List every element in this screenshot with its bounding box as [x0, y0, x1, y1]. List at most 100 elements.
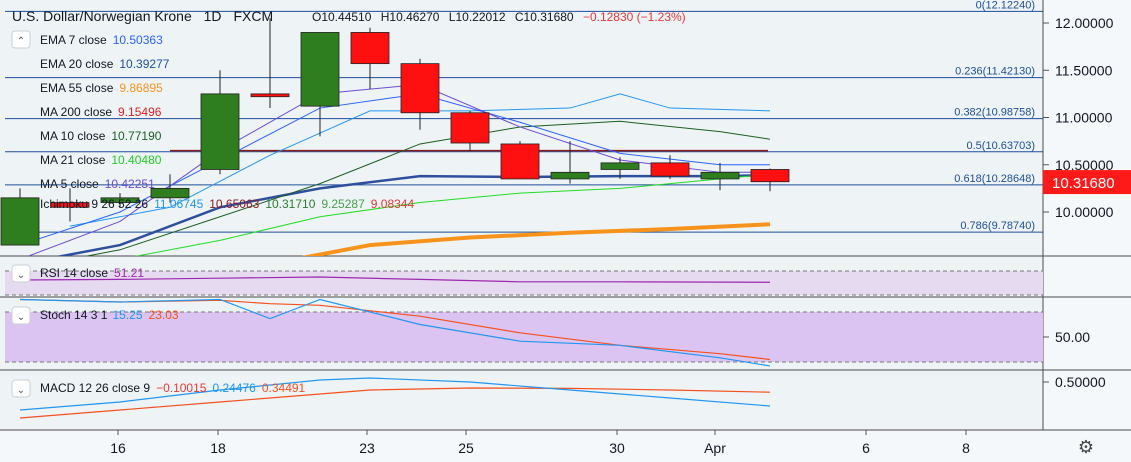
candle-body [750, 169, 790, 183]
candle[interactable] [250, 18, 290, 109]
candle-body [250, 93, 290, 98]
chevron-up-icon: ⌃ [17, 36, 25, 47]
candle-body [700, 171, 740, 180]
candle[interactable] [700, 162, 740, 191]
candle[interactable] [0, 188, 40, 246]
candle-body [600, 162, 640, 170]
legend-name: MACD 12 26 close 9 [40, 381, 150, 395]
legend-value: 15.25 [113, 308, 143, 322]
legend-name: MA 21 close [40, 153, 106, 167]
price-axis-bg [1043, 0, 1131, 462]
chevron-down-icon: ⌄ [17, 270, 25, 281]
candle-body [550, 171, 590, 180]
chevron-down-icon: ⌄ [17, 312, 25, 323]
indicator-line-ma21 [134, 173, 771, 256]
legend-value: 51.21 [114, 266, 144, 280]
candle[interactable] [350, 27, 390, 90]
collapse-legend-button[interactable] [11, 30, 31, 49]
candle-body [300, 32, 340, 107]
candle[interactable] [200, 70, 240, 175]
legend-item[interactable]: MA 5 close 10.42251 [40, 177, 155, 191]
stoch-tick-label: 50.00 [1055, 329, 1090, 345]
legend-value: 10.42251 [105, 177, 155, 191]
candle[interactable] [150, 174, 190, 203]
time-tick-label: 8 [962, 440, 970, 456]
fib-level-label: 0.786(9.78740) [960, 220, 1035, 232]
rsi-band [5, 271, 1043, 295]
candle-body [500, 143, 540, 180]
candle[interactable] [50, 188, 90, 222]
stoch-legend[interactable]: Stoch 14 3 1 15.25 23.03 [40, 308, 179, 322]
legend-item[interactable]: EMA 55 close 9.86895 [40, 81, 163, 95]
time-tick-label: 23 [359, 440, 375, 456]
legend-value: 10.40480 [111, 153, 161, 167]
macd-line [19, 377, 771, 411]
indicator-line-ema55 [301, 222, 771, 256]
legend-value: 9.15496 [118, 105, 162, 119]
price-tick-label: 10.50000 [1055, 157, 1114, 173]
macd-tick-label: 0.50000 [1055, 374, 1106, 390]
time-tick-label: 30 [609, 440, 625, 456]
collapse-rsi-button[interactable] [11, 264, 31, 283]
candle[interactable] [600, 157, 640, 179]
candle[interactable] [650, 155, 690, 179]
fib-level-label: 0.5(10.63703) [967, 140, 1036, 152]
legend-value: 10.65063 [209, 197, 259, 211]
legend-name: MA 200 close [40, 105, 112, 119]
candle[interactable] [100, 193, 140, 208]
price-tick-label: 10.00000 [1055, 204, 1114, 220]
symbol-title: U.S. Dollar/Norwegian Krone 1D FXCM [12, 8, 273, 24]
legend-value: 0.24476 [212, 381, 256, 395]
legend-value: 10.77190 [111, 129, 161, 143]
legend-item[interactable]: MA 21 close 10.40480 [40, 153, 162, 167]
candle-body [400, 63, 440, 114]
macd-signal-line [19, 387, 771, 419]
legend-item[interactable]: EMA 20 close 10.39277 [40, 57, 170, 71]
time-tick-label: Apr [704, 440, 726, 456]
candle[interactable] [400, 58, 440, 130]
rsi-legend[interactable]: RSI 14 close 51.21 [40, 266, 144, 280]
candle[interactable] [500, 141, 540, 180]
time-tick-label: 16 [110, 440, 126, 456]
price-tick-label: 11.00000 [1055, 110, 1113, 126]
legend-value: 9.86895 [119, 81, 163, 95]
legend-item[interactable]: MA 200 close 9.15496 [40, 105, 162, 119]
collapse-stoch-button[interactable] [11, 306, 31, 325]
legend-name: EMA 55 close [40, 81, 114, 95]
candle[interactable] [450, 110, 490, 151]
candle[interactable] [300, 32, 340, 137]
stoch-band [5, 312, 1043, 362]
legend-name: EMA 7 close [40, 33, 107, 47]
candle[interactable] [550, 141, 590, 184]
indicator-line-ma10 [84, 120, 771, 256]
price-tick-label: 12.00000 [1055, 15, 1114, 31]
legend-item[interactable]: MA 10 close 10.77190 [40, 129, 162, 143]
legend-name: Stoch 14 3 1 [40, 308, 108, 322]
legend-item-ichimoku[interactable]: Ichimoku 9 26 52 26 11.06745 10.65063 10.31… [40, 197, 414, 211]
legend-value: 9.25287 [321, 197, 365, 211]
legend-name: EMA 20 close [40, 57, 114, 71]
chevron-down-icon: ⌄ [17, 385, 25, 396]
macd-legend[interactable]: MACD 12 26 close 9 −0.10015 0.24476 0.34491 [40, 381, 306, 395]
time-axis-bg [0, 430, 1131, 462]
legend-name: RSI 14 close [40, 266, 108, 280]
fib-level-label: 0(12.12240) [976, 0, 1035, 11]
price-tick-label: 11.50000 [1055, 62, 1113, 78]
gear-icon[interactable]: ⚙ [1078, 437, 1094, 457]
stoch-k-line [19, 298, 771, 367]
ohlc-readout: O10.44510 H10.46270 L10.22012 C10.31680 … [312, 10, 686, 24]
candle[interactable] [750, 168, 790, 192]
candle-body [50, 202, 90, 208]
legend-value: 23.03 [149, 308, 179, 322]
candle-body [0, 197, 40, 246]
legend-item[interactable]: EMA 7 close 10.50363 [40, 33, 163, 47]
legend-name: MA 10 close [40, 129, 106, 143]
candle-body [200, 93, 240, 170]
candle-body [100, 197, 140, 203]
candle-body [650, 162, 690, 177]
fib-level-label: 0.382(10.98758) [954, 107, 1035, 119]
collapse-macd-button[interactable] [11, 379, 31, 398]
rsi-line [19, 276, 771, 283]
current-price-label: 10.31680 [1052, 175, 1115, 192]
